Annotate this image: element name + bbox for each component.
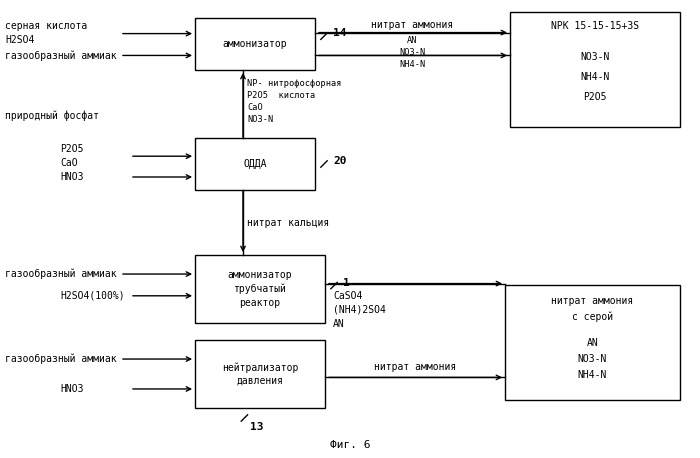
- Text: газообразный аммиак: газообразный аммиак: [5, 269, 117, 279]
- Text: AN: AN: [333, 319, 344, 328]
- Text: газообразный аммиак: газообразный аммиак: [5, 354, 117, 364]
- Bar: [505, 285, 680, 400]
- Text: нитрат аммония: нитрат аммония: [374, 362, 456, 372]
- Text: NPK 15-15-15+3S: NPK 15-15-15+3S: [551, 21, 639, 31]
- Text: NH4-N: NH4-N: [580, 72, 610, 82]
- Text: природный фосфат: природный фосфат: [5, 111, 99, 121]
- Text: 13: 13: [251, 422, 264, 432]
- Text: 1: 1: [343, 278, 350, 288]
- Text: аммонизатор: аммонизатор: [223, 39, 287, 49]
- Text: (NH4)2SO4: (NH4)2SO4: [333, 305, 386, 315]
- Text: CaSO4: CaSO4: [333, 290, 363, 300]
- Text: NH4-N: NH4-N: [578, 370, 607, 380]
- Text: NO3-N: NO3-N: [400, 48, 426, 57]
- Bar: [195, 340, 325, 408]
- Text: газообразный аммиак: газообразный аммиак: [5, 50, 117, 61]
- Text: ОДДА: ОДДА: [244, 159, 267, 169]
- Text: HNO3: HNO3: [60, 384, 83, 394]
- Text: NH4-N: NH4-N: [400, 60, 426, 69]
- Text: P2O5: P2O5: [583, 92, 607, 102]
- Text: нитрат аммония: нитрат аммония: [372, 20, 454, 30]
- Text: NO3-N: NO3-N: [580, 52, 610, 62]
- Text: AN: AN: [587, 338, 598, 348]
- Bar: [195, 255, 325, 323]
- Bar: [195, 18, 315, 70]
- Text: серная кислота: серная кислота: [5, 21, 88, 31]
- Text: Фиг. 6: Фиг. 6: [330, 440, 370, 450]
- Text: H2SO4(100%): H2SO4(100%): [60, 291, 125, 301]
- Text: NO3-N: NO3-N: [247, 115, 273, 125]
- Text: HNO3: HNO3: [60, 172, 83, 182]
- Text: CaO: CaO: [247, 104, 262, 113]
- Bar: [510, 12, 680, 127]
- Text: нитрат кальция: нитрат кальция: [247, 218, 329, 228]
- Text: P2O5  кислота: P2O5 кислота: [247, 92, 315, 100]
- Text: нитрат аммония: нитрат аммония: [552, 296, 634, 306]
- Text: 14: 14: [333, 28, 346, 38]
- Text: P2O5: P2O5: [60, 144, 83, 154]
- Text: CaO: CaO: [60, 158, 78, 168]
- Bar: [195, 138, 315, 190]
- Text: нейтрализатор
давления: нейтрализатор давления: [222, 362, 298, 386]
- Text: аммонизатор
трубчатый
реактор: аммонизатор трубчатый реактор: [228, 271, 293, 308]
- Text: с серой: с серой: [572, 312, 613, 322]
- Text: H2SO4: H2SO4: [5, 35, 34, 44]
- Text: NP- нитрофосфорная: NP- нитрофосфорная: [247, 80, 342, 88]
- Text: 20: 20: [333, 156, 346, 166]
- Text: AN: AN: [407, 36, 418, 45]
- Text: NO3-N: NO3-N: [578, 354, 607, 364]
